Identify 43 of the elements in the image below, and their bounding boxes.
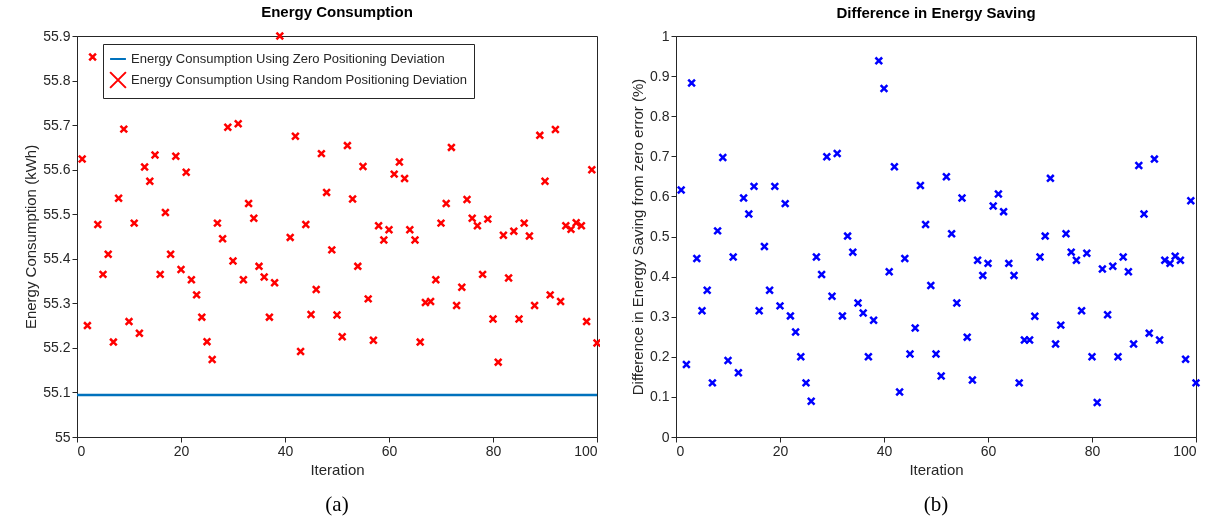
x-tick-label: 100: [574, 442, 598, 459]
chart-title: Energy Consumption: [261, 2, 413, 20]
y-tick-label: 55.1: [43, 383, 71, 400]
y-tick-label: 55.3: [43, 294, 71, 311]
y-tick-label: 0.5: [650, 228, 670, 244]
y-tick-label: 0.3: [650, 308, 670, 325]
y-tick-label: 55.6: [43, 161, 71, 178]
x-tick-label: 0: [676, 442, 685, 459]
y-tick-label: 0.1: [650, 388, 670, 405]
legend-label: Energy Consumption Using Zero Positioning Deviation: [131, 51, 445, 66]
x-tick-label: 80: [485, 442, 502, 459]
y-axis-title: Difference in Energy Saving from zero error (%): [629, 78, 647, 396]
chart-title: Difference in Energy Saving: [836, 4, 1036, 21]
y-tick-label: 1: [661, 27, 670, 44]
y-tick-label: 0: [661, 428, 670, 445]
y-tick-label: 0.2: [650, 348, 670, 365]
x-tick-label: 100: [1173, 442, 1197, 459]
x-tick-label: 60: [980, 442, 997, 459]
y-tick-label: 0.8: [650, 107, 670, 124]
y-tick-label: 55.4: [43, 250, 71, 267]
y-axis-title: Energy Consumption (kWh): [22, 144, 40, 330]
y-tick-label: 0.9: [650, 67, 670, 84]
y-tick-label: 55.8: [43, 72, 71, 89]
x-tick-label: 80: [1084, 442, 1101, 459]
y-tick-label: 55: [54, 428, 71, 445]
text: (b): [923, 492, 949, 517]
x-tick-label: 40: [277, 442, 294, 459]
x-tick-label: 20: [772, 442, 789, 459]
text: (a): [325, 492, 349, 517]
y-tick-label: 55.9: [43, 27, 71, 44]
y-tick-label: 55.5: [43, 205, 71, 222]
x-axis-title: Iteration: [909, 460, 964, 478]
y-tick-label: 55.7: [43, 116, 71, 133]
y-tick-label: 55.2: [43, 339, 71, 356]
x-tick-label: 40: [876, 442, 893, 459]
x-tick-label: 60: [381, 442, 398, 459]
x-axis-title: Iteration: [310, 460, 365, 478]
y-tick-label: 0.6: [650, 187, 670, 204]
legend-label: Energy Consumption Using Random Positioning Deviation: [131, 72, 468, 87]
y-tick-label: 0.4: [650, 268, 670, 285]
y-tick-label: 0.7: [650, 147, 670, 164]
x-tick-label: 0: [77, 442, 86, 459]
x-tick-label: 20: [173, 442, 190, 459]
